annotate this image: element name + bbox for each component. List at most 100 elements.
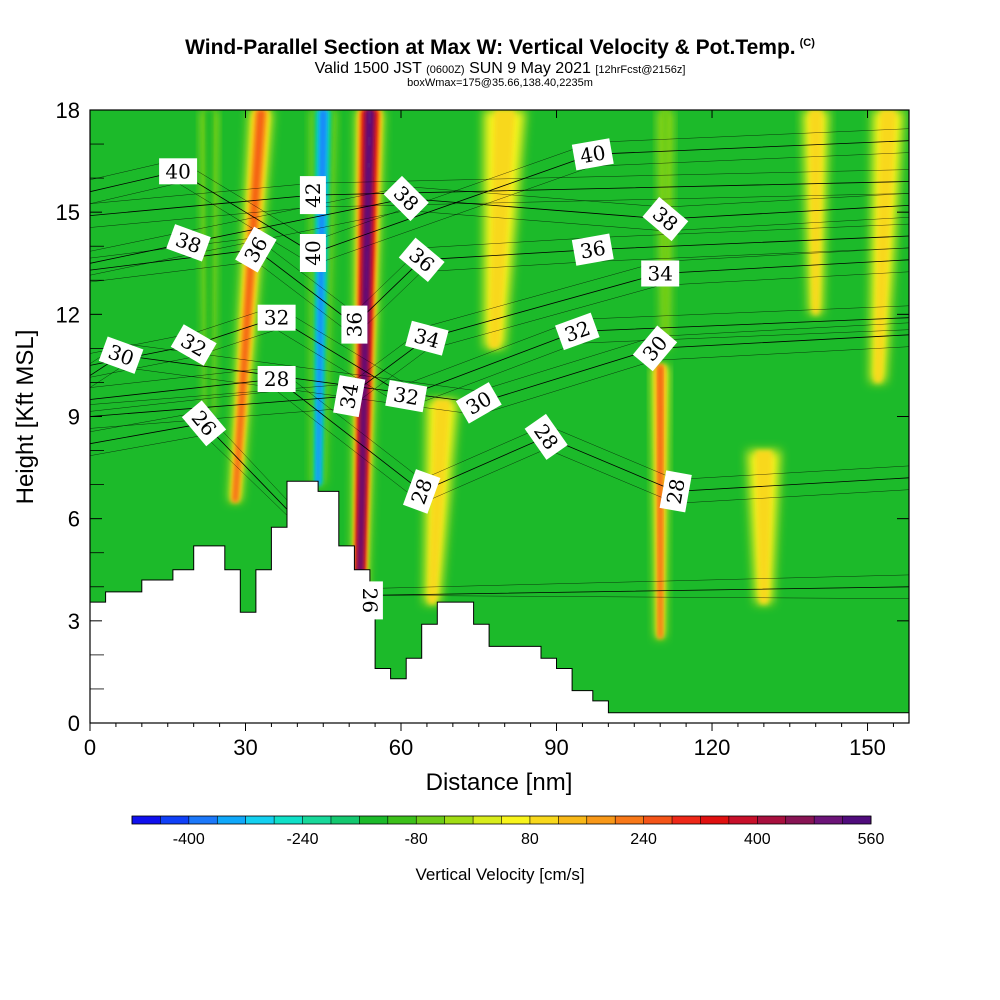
isentrope-label-text: 34 [647,262,672,286]
isentrope-label: 28 [257,366,296,392]
y-tick-label: 3 [68,609,80,634]
isentrope-label-text: 26 [358,588,382,613]
velocity-band-updraft [428,399,451,604]
isentrope-label-box [159,158,198,185]
chart-title-text: Wind-Parallel Section at Max W: Vertical… [185,36,796,59]
x-tick-label: 0 [84,735,96,760]
colorbar-tick-label: -240 [286,831,318,848]
colorbar-swatch [160,816,190,824]
isentrope-label-box [398,237,445,282]
colorbar-swatch [615,816,644,824]
isentrope-label: 36 [341,305,368,344]
isentrope-label-text: 34 [335,381,363,410]
isentrope-label-text: 40 [301,240,325,265]
colorbar-swatch [444,816,474,824]
velocity-band-updraft [755,450,773,604]
isentrope-label-box [642,196,689,242]
colorbar-swatch [586,816,616,824]
isentrope-label-box [181,400,227,447]
isentrope-line-minor [90,366,909,480]
isentrope-label: 40 [159,158,198,185]
isentrope-label-box [383,175,429,222]
colorbar-swatch [274,816,303,824]
colorbar-swatch [330,816,360,824]
colorbar-swatch [359,816,389,824]
y-tick-label: 15 [56,200,80,225]
x-tick-label: 90 [544,735,568,760]
isentrope-label: 34 [333,375,366,418]
isentrope-label-box [632,325,678,372]
isentrope-line-minor [90,247,909,337]
isentrope-label: 38 [166,224,211,262]
colorbar-tick-label: 80 [521,831,539,848]
isentrope-label-box [98,336,144,374]
isentrope-label-box [385,379,428,413]
colorbar-swatch [529,816,559,824]
isentrope-label-box [402,469,441,514]
velocity-band-updraft [489,110,516,349]
colorbar-swatch [643,816,673,824]
valid-date: SUN 9 May 2021 [469,60,591,77]
forecast-info: [12hrFcst@2156z] [595,64,686,76]
isentrope-label-text: 42 [301,182,325,207]
isentrope-label-text: 36 [578,236,607,264]
isentrope-label: 26 [356,581,383,620]
x-tick-label: 60 [389,735,413,760]
isentrope-line-minor [90,305,909,385]
velocity-band-updraft [809,110,823,315]
isentrope-label-box [166,224,211,262]
isentrope-label: 32 [554,312,600,351]
colorbar-swatch [302,816,332,824]
isentrope-label-text: 28 [662,477,690,506]
isentrope-label-text: 36 [342,312,366,337]
isentrope-line-28 [90,378,909,492]
x-tick-label: 150 [849,735,886,760]
isentrope-label-box [554,312,600,351]
isentrope-label-box [299,176,326,215]
colorbar-swatch [387,816,417,824]
colorbar-swatch [416,816,445,824]
velocity-field [200,110,904,638]
valid-prefix: Valid 1500 JST [314,60,422,77]
colorbar-swatch [785,816,815,824]
isentrope-label-box [455,382,502,424]
isentrope-label-box [571,138,614,171]
y-tick-label: 12 [56,302,80,327]
colorbar-swatch [728,816,758,824]
valid-utc: (0600Z) [426,64,465,76]
colorbar-swatch [558,816,588,824]
y-tick-label: 18 [56,98,80,123]
colorbar-swatch [217,816,246,824]
isentrope-label-text: 32 [264,306,289,330]
isentrope-label: 28 [659,470,692,513]
velocity-band-updraft [874,110,897,383]
isentrope-label: 32 [257,304,296,331]
x-tick-label: 30 [233,735,257,760]
isentrope-label-box [405,320,449,356]
colorbar-tick-label: 240 [630,831,657,848]
isentrope-label: 40 [571,138,614,171]
isentrope-label-text: 40 [578,140,607,168]
isentrope-label: 34 [405,320,449,356]
isentrope-label-box [170,324,217,366]
isentrope-label-box [235,226,277,273]
isentrope-label-box [257,366,296,392]
isentrope-label: 32 [385,379,428,413]
colorbar-swatch [132,816,161,824]
colorbar-swatch [814,816,843,824]
x-tick-label: 120 [694,735,731,760]
isentrope-label: 40 [299,234,326,272]
isentrope-label-box [524,413,568,460]
colorbar-swatch [501,816,531,824]
colorbar: -400 -240 -80 80 240 400 560 [131,815,884,848]
isentrope-line-minor [90,329,909,409]
colorbar-swatch [672,816,701,824]
isentrope-label-text: 28 [264,367,289,391]
isentrope-label-text: 40 [165,159,190,183]
valid-time-line: Valid 1500 JST (0600Z) SUN 9 May 2021 [1… [0,60,1000,78]
isentrope-label-box [356,581,383,620]
isentrope-label-box [299,234,326,272]
